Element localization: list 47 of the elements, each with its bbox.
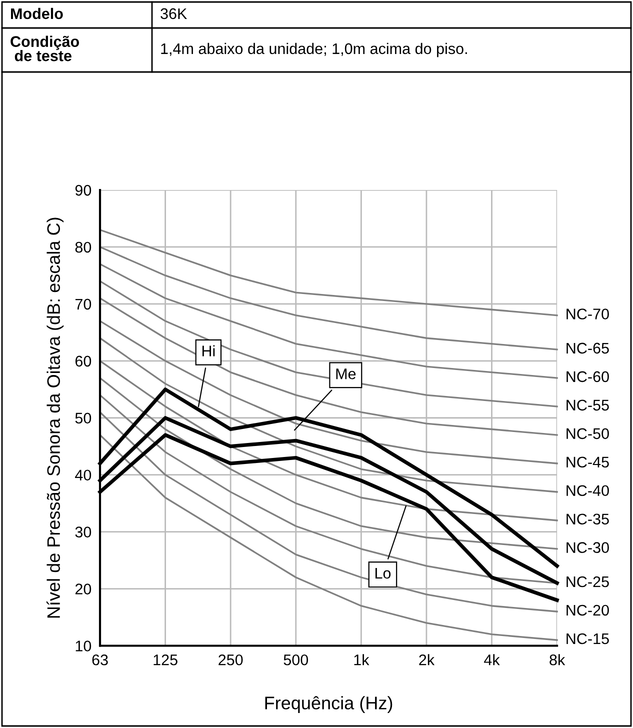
line-series bbox=[99, 434, 558, 641]
y-tick-label: 80 bbox=[75, 242, 92, 253]
x-tick-label: 1k bbox=[354, 654, 370, 666]
series-label: NC-45 bbox=[566, 456, 609, 468]
series-label: NC-65 bbox=[566, 342, 609, 354]
series-label: NC-30 bbox=[566, 542, 609, 553]
x-tick-label: 125 bbox=[154, 654, 178, 666]
y-tick-label: 40 bbox=[75, 470, 92, 481]
series-label: NC-55 bbox=[566, 400, 609, 411]
y-tick-label: 60 bbox=[75, 356, 92, 367]
text: 36K bbox=[160, 8, 188, 20]
line-series bbox=[99, 360, 558, 522]
text: 1,4m abaixo da unidade; 1,0m acima do piso. bbox=[161, 42, 467, 58]
series-label: NC-20 bbox=[566, 604, 609, 616]
line-series bbox=[99, 320, 558, 464]
line-series bbox=[99, 280, 558, 408]
series-label: NC-40 bbox=[566, 485, 609, 496]
series-label: NC-25 bbox=[566, 576, 609, 588]
line-series bbox=[99, 337, 558, 493]
series-label: NC-15 bbox=[566, 633, 609, 644]
y-tick-label: 70 bbox=[75, 298, 92, 310]
x-tick-label: 63 bbox=[92, 654, 108, 666]
x-tick-label: 250 bbox=[218, 654, 243, 666]
line-series bbox=[99, 411, 558, 612]
text: Condição de teste bbox=[10, 36, 80, 62]
series-label: NC-50 bbox=[566, 428, 609, 440]
text: Hi bbox=[202, 345, 215, 356]
x-axis-title: Frequência (Hz) bbox=[265, 696, 392, 713]
x-tick-label: 500 bbox=[284, 654, 308, 666]
y-tick-label: 50 bbox=[75, 412, 92, 424]
line-series bbox=[99, 229, 558, 316]
y-axis-title: Nível de Pressão Sonora da Oitava (dB: escala C) bbox=[46, 218, 64, 618]
y-tick-label: 20 bbox=[75, 584, 92, 594]
text: Lo bbox=[375, 568, 391, 579]
y-tick-label: 30 bbox=[75, 526, 92, 538]
x-tick-label: 4k bbox=[484, 654, 500, 666]
text: Modelo bbox=[11, 8, 63, 20]
text: Me bbox=[336, 368, 356, 380]
series-label: NC-35 bbox=[566, 514, 609, 525]
x-tick-label: 2k bbox=[419, 654, 435, 666]
x-tick-label: 8k bbox=[550, 654, 566, 666]
series-label: NC-70 bbox=[566, 308, 609, 320]
y-tick-label: 90 bbox=[75, 184, 92, 196]
y-tick-label: 10 bbox=[76, 640, 92, 652]
line-series bbox=[99, 297, 558, 436]
line-series bbox=[99, 263, 558, 379]
series-label: NC-60 bbox=[566, 371, 609, 382]
